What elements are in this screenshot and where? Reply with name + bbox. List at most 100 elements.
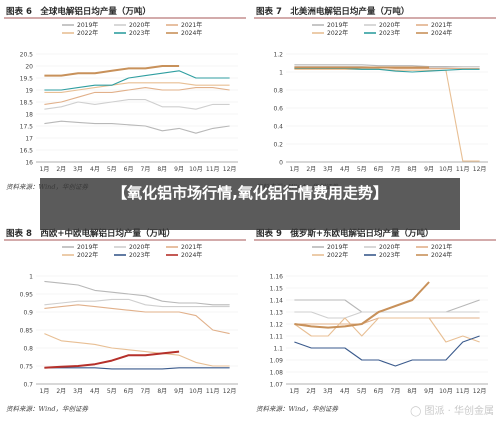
x-tick-label: 7月 (391, 166, 401, 173)
y-tick-label: 0.7 (23, 382, 33, 389)
x-tick-label: 9月 (174, 166, 184, 173)
series-line-2020 (294, 311, 480, 319)
y-tick-label: 17 (25, 136, 33, 143)
y-tick-label: 18 (25, 112, 33, 119)
legend-label: 2024年 (431, 251, 452, 259)
legend-label: 2020年 (379, 21, 400, 29)
y-tick-label: 17.5 (20, 124, 34, 131)
series-line-2022 (44, 82, 230, 93)
series-line-2022 (44, 333, 230, 367)
series-line-2022 (294, 68, 480, 162)
y-tick-label: 16 (25, 160, 33, 167)
legend-label: 2024年 (431, 29, 452, 37)
chart-source: 资料来源：Wind，华创证券 (256, 405, 338, 413)
y-tick-label: 18.5 (20, 100, 34, 107)
x-tick-label: 9月 (424, 166, 434, 173)
x-tick-label: 3月 (323, 166, 333, 173)
y-tick-label: 0.2 (273, 142, 283, 149)
x-tick-label: 6月 (374, 166, 384, 173)
x-tick-label: 11月 (206, 388, 220, 395)
x-tick-label: 10月 (189, 166, 203, 173)
x-tick-label: 6月 (124, 166, 134, 173)
chart-panel-6: 图表 6 全球电解铝日均产量（万吨） 16 16.5 17 17.5 18 18.5 19 19… (2, 2, 248, 197)
y-tick-label: 1.13 (270, 310, 284, 317)
y-tick-label: 1.14 (270, 298, 284, 305)
y-tick-label: 1.08 (270, 370, 284, 377)
chart-title: 图表 7 北美洲电解铝日均产量（万吨） (256, 6, 409, 17)
series-line-2021 (294, 317, 480, 325)
y-tick-label: 0.85 (20, 328, 34, 335)
legend-label: 2022年 (77, 29, 98, 37)
x-tick-label: 5月 (107, 166, 117, 173)
series-line-2023 (294, 335, 480, 367)
series-line-2019 (44, 280, 230, 306)
y-tick-label: 1.1 (273, 346, 283, 353)
legend-label: 2022年 (77, 251, 98, 259)
watermark: ◯ 图派 · 华创金属 (410, 406, 494, 417)
x-tick-label: 4月 (90, 388, 100, 395)
series-line-2021 (44, 87, 230, 105)
legend-label: 2024年 (181, 29, 202, 37)
y-tick-label: 1.12 (270, 322, 284, 329)
legend-label: 2020年 (379, 243, 400, 251)
y-tick-label: 0.9 (23, 310, 33, 317)
x-tick-label: 3月 (323, 388, 333, 395)
x-tick-label: 4月 (90, 166, 100, 173)
chart-source: 资料来源：Wind，华创证券 (6, 405, 88, 413)
x-tick-label: 4月 (340, 388, 350, 395)
x-tick-label: 11月 (206, 166, 220, 173)
legend-label: 2019年 (77, 21, 98, 29)
x-tick-label: 7月 (141, 166, 151, 173)
x-tick-label: 11月 (456, 388, 470, 395)
y-tick-label: 1 (279, 70, 283, 77)
y-tick-label: 0 (279, 160, 283, 167)
legend-label: 2023年 (129, 29, 150, 37)
y-tick-label: 0.75 (20, 364, 34, 371)
legend-label: 2021年 (431, 21, 452, 29)
x-tick-label: 10月 (439, 166, 453, 173)
y-tick-label: 1 (29, 274, 33, 281)
y-tick-label: 1.09 (270, 358, 284, 365)
legend-label: 2024年 (181, 251, 202, 259)
y-tick-label: 19 (25, 88, 33, 95)
y-tick-label: 1.11 (270, 334, 284, 341)
legend-label: 2020年 (129, 243, 150, 251)
series-line-2021 (44, 304, 230, 335)
series-line-2019 (294, 299, 480, 313)
chart-panel-9: 图表 9 俄罗斯+东欧电解铝日均产量（万吨） 1.07 1.08 1.09 1.1 1.1… (252, 224, 498, 419)
x-tick-label: 7月 (391, 388, 401, 395)
article-title-banner: 【氧化铝市场行情,氧化铝行情费用走势】 (40, 178, 460, 230)
x-tick-label: 2月 (56, 388, 66, 395)
legend-label: 2023年 (379, 29, 400, 37)
y-tick-label: 20 (25, 64, 33, 71)
x-tick-label: 1月 (290, 166, 300, 173)
chart-svg-8: 图表 8 西欧+中欧电解铝日均产量（万吨） 0.7 0.75 0.8 0.85 0.9 0.… (4, 228, 246, 413)
x-tick-label: 8月 (157, 166, 167, 173)
x-tick-label: 5月 (357, 166, 367, 173)
y-tick-label: 0.95 (20, 292, 34, 299)
x-tick-label: 10月 (439, 388, 453, 395)
y-tick-label: 16.5 (20, 148, 34, 155)
y-tick-label: 19.5 (20, 76, 34, 83)
y-tick-label: 0.4 (273, 124, 283, 131)
y-tick-label: 1.2 (273, 52, 283, 59)
x-tick-label: 2月 (56, 166, 66, 173)
chart-panel-7: 图表 7 北美洲电解铝日均产量（万吨） 0 0.2 0.4 0.6 0.8 1 1.2 1月 2月… (252, 2, 498, 197)
x-tick-label: 4月 (340, 166, 350, 173)
series-line-2020 (44, 298, 230, 308)
x-tick-label: 8月 (407, 166, 417, 173)
y-tick-label: 20.5 (20, 52, 34, 59)
y-tick-label: 1.15 (270, 286, 284, 293)
legend-label: 2023年 (379, 251, 400, 259)
x-tick-label: 1月 (290, 388, 300, 395)
y-tick-label: 1.07 (270, 382, 284, 389)
chart-title: 图表 8 西欧+中欧电解铝日均产量（万吨） (6, 228, 175, 239)
series-line-2019 (294, 64, 480, 68)
x-tick-label: 8月 (157, 388, 167, 395)
x-tick-label: 8月 (407, 388, 417, 395)
series-line-2024 (44, 350, 180, 369)
x-tick-label: 10月 (189, 388, 203, 395)
chart-svg-9: 图表 9 俄罗斯+东欧电解铝日均产量（万吨） 1.07 1.08 1.09 1.1 1.1… (254, 228, 496, 413)
x-tick-label: 3月 (73, 388, 83, 395)
legend-label: 2020年 (129, 21, 150, 29)
